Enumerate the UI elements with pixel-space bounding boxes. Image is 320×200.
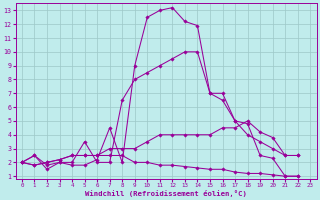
X-axis label: Windchill (Refroidissement éolien,°C): Windchill (Refroidissement éolien,°C) [85, 190, 247, 197]
